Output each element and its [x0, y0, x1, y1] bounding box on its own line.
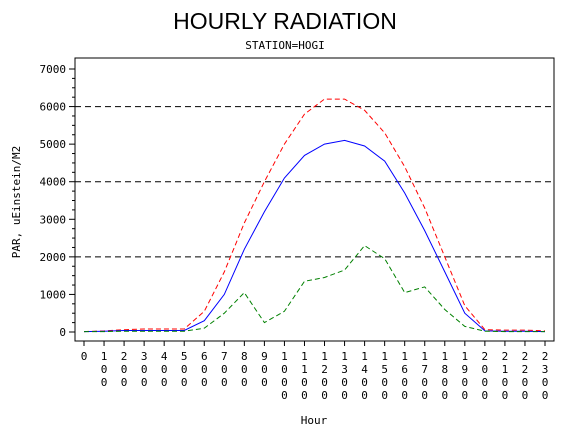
- x-axis-label: Hour: [301, 414, 328, 427]
- y-axis-label: PAR, uEinstein/M2: [10, 146, 23, 259]
- x-tick-label: 0: [81, 350, 88, 363]
- chart-subtitle: STATION=HOGI: [245, 39, 324, 52]
- series-line-3: [84, 244, 545, 333]
- plot-frame: [74, 57, 555, 342]
- y-tick-label: 7000: [40, 63, 67, 76]
- y-tick-label: 5000: [40, 138, 67, 151]
- y-tick-label: 4000: [40, 176, 67, 189]
- y-tick-label: 1000: [40, 288, 67, 301]
- chart-title: HOURLY RADIATION: [173, 8, 397, 34]
- series-line-2: [83, 139, 546, 333]
- y-tick-label: 3000: [40, 213, 67, 226]
- y-tick-label: 2000: [40, 251, 67, 264]
- series-line-1: [83, 98, 546, 333]
- y-tick-label: 0: [59, 326, 66, 339]
- y-tick-label: 6000: [40, 101, 67, 114]
